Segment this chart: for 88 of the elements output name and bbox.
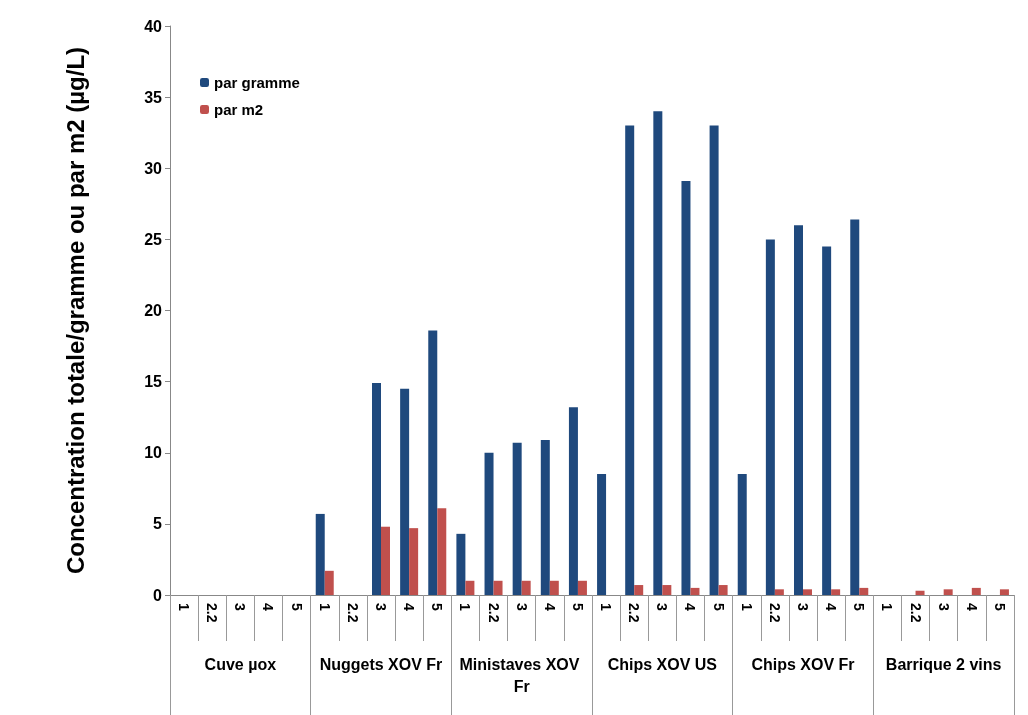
bar (493, 580, 503, 595)
x-tick-label: 3 (795, 603, 811, 611)
y-tick-label: 20 (144, 302, 163, 319)
bar (437, 508, 447, 595)
x-tick-label: 1 (316, 603, 333, 611)
x-tick-label: 2.2 (907, 603, 924, 623)
x-tick-label: 1 (879, 603, 896, 611)
bar (709, 125, 719, 595)
bar (512, 442, 522, 595)
y-tick-label: 30 (144, 159, 163, 177)
bar (465, 580, 475, 595)
bar (999, 589, 1009, 595)
y-tick-label: 35 (144, 88, 163, 106)
text: Chips XOV Fr (751, 655, 855, 673)
bar (690, 587, 700, 595)
bar (597, 474, 607, 595)
x-tick-label: 5 (429, 603, 446, 611)
y-tick-label: 15 (144, 373, 163, 391)
y-tick-label: 25 (144, 230, 163, 248)
bar (765, 239, 775, 595)
x-tick-label: 5 (851, 603, 868, 611)
bar (662, 585, 672, 595)
x-tick-label: 3 (373, 603, 389, 611)
x-tick-label: 3 (232, 603, 249, 611)
bar (794, 225, 803, 595)
bar (549, 580, 559, 595)
x-tick-label: 2.2 (204, 603, 221, 623)
y-tick-label: 10 (144, 444, 163, 462)
x-tick-label: 1 (457, 603, 474, 611)
bar (372, 383, 381, 595)
bar (568, 407, 578, 595)
x-tick-label: 1 (738, 603, 755, 611)
x-tick-label: 5 (991, 603, 1008, 611)
bar (484, 452, 494, 595)
bar (718, 585, 728, 595)
x-tick-label: 4 (823, 603, 840, 611)
bar (409, 528, 419, 595)
bar (625, 125, 635, 595)
x-tick-label: 3 (935, 603, 952, 611)
bar (324, 570, 334, 595)
x-tick-label: 3 (513, 603, 530, 611)
bar (521, 580, 531, 595)
bar (737, 474, 747, 595)
text: Barrique 2 vins (885, 655, 1002, 673)
text: Chips XOV US (607, 655, 718, 673)
x-tick-label: 4 (260, 603, 277, 611)
bar (315, 513, 325, 595)
x-tick-label: 1 (598, 603, 615, 611)
bar (381, 526, 390, 595)
bar (653, 111, 663, 595)
bar (577, 580, 587, 595)
bar (456, 533, 466, 595)
bar (971, 587, 981, 595)
y-axis-title: Concentration totale/gramme ou par m2 (µg/L) (61, 46, 89, 575)
x-tick-label: 5 (710, 603, 727, 611)
x-tick-label: 2.2 (766, 603, 783, 623)
text: Nuggets XOV Fr (319, 655, 443, 673)
bar (803, 589, 812, 595)
bar (822, 246, 832, 595)
text: Ministaves XOV Fr (459, 655, 584, 695)
bar (681, 181, 691, 595)
x-tick-label: 5 (288, 603, 305, 611)
y-tick-label: 5 (153, 515, 163, 533)
x-tick-label: 2.2 (344, 603, 361, 623)
bar (540, 439, 550, 595)
x-tick-label: 2.2 (485, 603, 502, 623)
bar (831, 589, 841, 595)
bar (774, 589, 784, 595)
y-tick-label: 40 (144, 17, 163, 35)
legend-label: par gramme (214, 74, 300, 91)
x-tick-label: 4 (541, 603, 558, 611)
x-tick-label: 3 (654, 603, 671, 611)
x-tick-label: 1 (176, 603, 193, 611)
x-tick-label: 4 (682, 603, 699, 611)
bar (850, 219, 860, 595)
bar (428, 330, 438, 595)
bar (400, 388, 410, 595)
bar (943, 589, 953, 595)
x-tick-label: 4 (401, 603, 418, 611)
bar (915, 590, 925, 595)
x-tick-label: 2.2 (626, 603, 643, 623)
x-tick-label: 5 (569, 603, 586, 611)
bar (859, 587, 869, 595)
text: Cuve µox (204, 655, 277, 673)
x-tick-label: 4 (963, 603, 980, 611)
bar (634, 585, 644, 595)
legend-label: par m2 (214, 101, 264, 118)
y-tick-label: 0 (153, 586, 163, 604)
